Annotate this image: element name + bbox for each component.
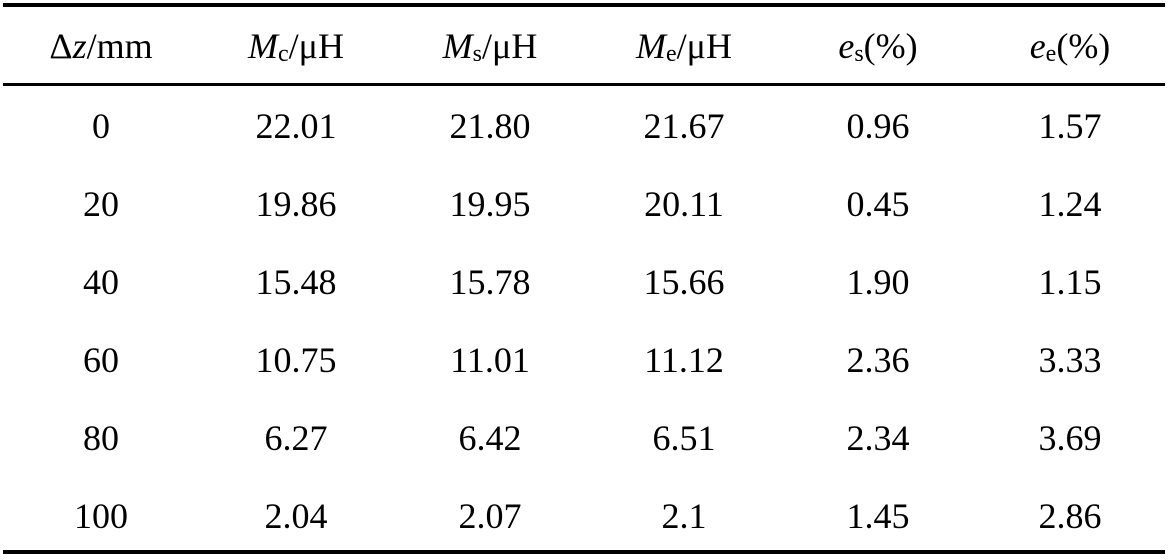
- header-suffix: /μH: [676, 26, 732, 66]
- table-cell: 2.34: [846, 418, 910, 458]
- table-cell: 19.86: [255, 184, 337, 224]
- table-cell: 80: [83, 418, 119, 458]
- table-cell: 15.66: [643, 262, 725, 302]
- table-cell: 3.33: [1038, 340, 1102, 380]
- header-symbol: z: [72, 26, 87, 66]
- table-cell: 1.24: [1038, 184, 1102, 224]
- table-cell: 20.11: [644, 184, 724, 224]
- header-subscript: s: [854, 41, 864, 67]
- header-symbol: e: [838, 26, 855, 66]
- table-cell: 6.42: [458, 418, 522, 458]
- header-suffix: /μH: [482, 26, 538, 66]
- table-cell: 60: [83, 340, 119, 380]
- table-cell: 100: [74, 496, 128, 536]
- table-cell: 40: [83, 262, 119, 302]
- table-cell: 0: [92, 106, 110, 146]
- table-cell: 22.01: [255, 106, 337, 146]
- table-row: 40 15.48 15.78 15.66 1.90 1.15: [3, 243, 1165, 321]
- table-row: 100 2.04 2.07 2.1 1.45 2.86: [3, 477, 1165, 555]
- table-cell: 3.69: [1038, 418, 1102, 458]
- table-cell: 19.95: [449, 184, 531, 224]
- table-cell: 6.51: [652, 418, 716, 458]
- header-symbol: M: [248, 26, 279, 66]
- table-cell: 2.04: [264, 496, 328, 536]
- table-cell: 11.01: [450, 340, 530, 380]
- header-ee: e e (%): [975, 26, 1165, 67]
- table-cell: 1.45: [846, 496, 910, 536]
- header-es: e s (%): [781, 26, 975, 67]
- header-rule: [3, 83, 1165, 86]
- header-symbol: M: [636, 26, 667, 66]
- header-suffix: (%): [1056, 26, 1111, 66]
- table-cell: 21.80: [449, 106, 531, 146]
- table-cell: 20: [83, 184, 119, 224]
- header-prefix: Δ: [49, 26, 73, 66]
- table-cell: 1.90: [846, 262, 910, 302]
- table-row: 20 19.86 19.95 20.11 0.45 1.24: [3, 165, 1165, 243]
- top-rule: [3, 3, 1165, 7]
- table-cell: 2.07: [458, 496, 522, 536]
- table-cell: 10.75: [255, 340, 337, 380]
- header-subscript: c: [278, 41, 289, 67]
- header-suffix: /mm: [86, 26, 153, 66]
- header-symbol: M: [442, 26, 473, 66]
- table-cell: 15.78: [449, 262, 531, 302]
- header-subscript: e: [666, 41, 677, 67]
- table-row: 0 22.01 21.80 21.67 0.96 1.57: [3, 87, 1165, 165]
- header-suffix: (%): [863, 26, 918, 66]
- table-cell: 1.57: [1038, 106, 1102, 146]
- header-subscript: s: [472, 41, 483, 67]
- table-cell: 0.45: [846, 184, 910, 224]
- table-cell: 0.96: [846, 106, 910, 146]
- table-cell: 1.15: [1038, 262, 1102, 302]
- table-row: 80 6.27 6.42 6.51 2.34 3.69: [3, 399, 1165, 477]
- table-cell: 2.86: [1038, 496, 1102, 536]
- table-cell: 2.1: [661, 496, 707, 536]
- header-subscript: e: [1045, 41, 1057, 67]
- table-cell: 6.27: [264, 418, 328, 458]
- table-cell: 21.67: [643, 106, 725, 146]
- table-cell: 15.48: [255, 262, 337, 302]
- header-symbol: e: [1029, 26, 1046, 66]
- table-cell: 2.36: [846, 340, 910, 380]
- table-cell: 11.12: [644, 340, 724, 380]
- bottom-rule: [3, 550, 1165, 554]
- table-row: 60 10.75 11.01 11.12 2.36 3.33: [3, 321, 1165, 399]
- header-suffix: /μH: [288, 26, 344, 66]
